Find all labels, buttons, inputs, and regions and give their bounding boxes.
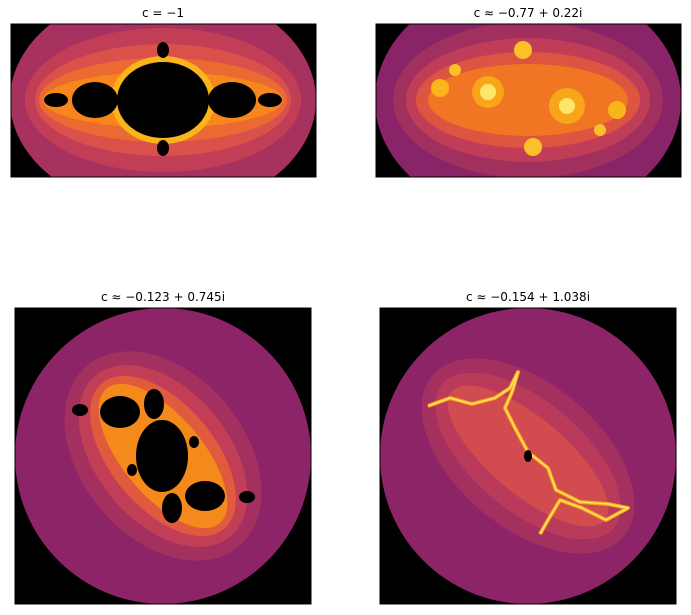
filled-set (127, 464, 137, 476)
julia-image (11, 24, 316, 177)
filled-set (100, 396, 140, 428)
filled-set (524, 450, 532, 462)
axes-frame (379, 307, 677, 605)
filled-set (258, 93, 282, 107)
dendrite-core (427, 371, 629, 535)
spiral (449, 64, 461, 76)
panel-title: c ≈ −0.154 + 1.038i (466, 290, 590, 304)
filled-set (144, 389, 164, 419)
filled-set (117, 62, 209, 138)
spiral (431, 79, 449, 97)
spiral (559, 98, 575, 114)
axes-frame (14, 307, 312, 605)
filled-set (189, 436, 199, 448)
axes-frame (10, 23, 317, 178)
filled-set (44, 93, 68, 107)
panel-title: c ≈ −0.77 + 0.22i (474, 6, 583, 20)
filled-set (136, 420, 188, 492)
julia-image (15, 308, 311, 604)
panel-title: c = −1 (142, 6, 184, 20)
filled-set (208, 82, 256, 118)
filled-set (72, 404, 88, 416)
axes-frame (375, 23, 682, 178)
julia-image (380, 308, 676, 604)
filled-set (72, 82, 118, 118)
filled-set (157, 42, 169, 58)
spiral (514, 41, 532, 59)
spiral (480, 84, 496, 100)
julia-image (376, 24, 681, 177)
spiral (524, 138, 542, 156)
panel-title: c ≈ −0.123 + 0.745i (101, 290, 225, 304)
filled-set (239, 491, 255, 503)
filled-set (162, 493, 182, 523)
filled-set (185, 481, 225, 511)
spiral (594, 124, 606, 136)
filled-set (157, 140, 169, 156)
spiral (608, 101, 626, 119)
